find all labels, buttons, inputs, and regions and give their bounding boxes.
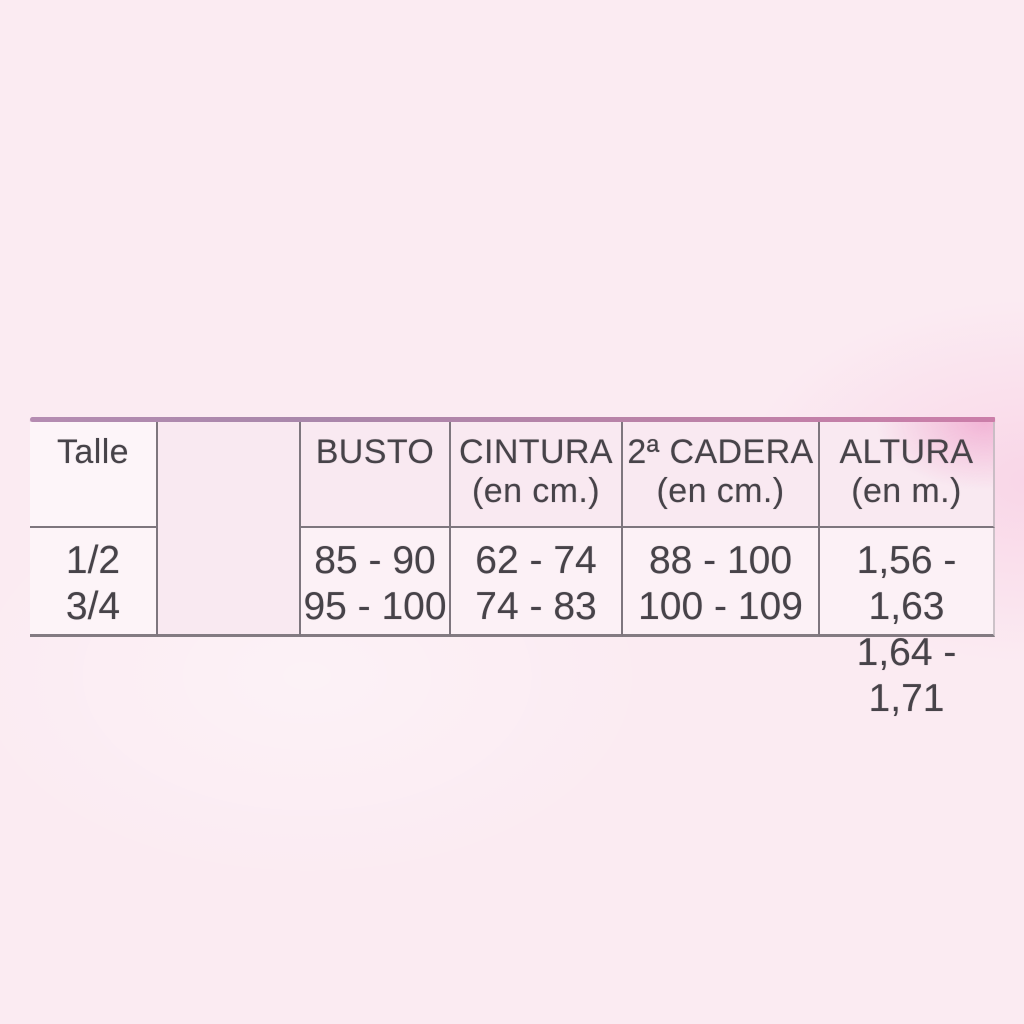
column-title-cadera: 2ª CADERA [627,433,814,471]
body-cell-spacer [158,528,301,637]
talle-value-row1: 1/2 [65,539,121,582]
altura-value-row1: 1,56 - 1,63 [856,539,957,628]
cadera-value-row2: 100 - 109 [638,585,803,628]
size-chart-grid: Talle BUSTO CINTURA (en cm.) 2ª CADERA (… [30,422,995,720]
header-cell-spacer [158,422,301,528]
column-title-altura: ALTURA [839,433,974,471]
busto-value-row1: 85 - 90 [314,539,436,582]
altura-value-row2: 1,64 - 1,71 [856,631,957,720]
cintura-value-row1: 62 - 74 [475,539,597,582]
column-unit-cintura: (en cm.) [472,472,600,510]
column-title-talle: Talle [57,433,129,471]
table-top-border [30,417,995,422]
cadera-value-row1: 88 - 100 [648,539,793,582]
busto-value-row2: 95 - 100 [303,585,447,628]
header-cell-talle: Talle [30,422,158,528]
body-cell-busto: 85 - 90 95 - 100 [301,528,451,637]
header-cell-busto: BUSTO [301,422,451,528]
column-title-cintura: CINTURA [459,433,613,471]
header-cell-cadera: 2ª CADERA (en cm.) [623,422,820,528]
column-unit-altura: (en m.) [851,472,962,510]
body-cell-talle: 1/2 3/4 [30,528,158,637]
body-cell-cadera: 88 - 100 100 - 109 [623,528,820,637]
body-cell-cintura: 62 - 74 74 - 83 [451,528,623,637]
cintura-value-row2: 74 - 83 [475,585,597,628]
header-cell-altura: ALTURA (en m.) [820,422,995,528]
column-unit-cadera: (en cm.) [656,472,785,510]
talle-value-row2: 3/4 [65,585,121,628]
header-cell-cintura: CINTURA (en cm.) [451,422,623,528]
body-cell-altura: 1,56 - 1,63 1,64 - 1,71 [820,528,995,720]
column-title-busto: BUSTO [315,433,435,471]
size-chart-table: Talle BUSTO CINTURA (en cm.) 2ª CADERA (… [30,417,995,720]
